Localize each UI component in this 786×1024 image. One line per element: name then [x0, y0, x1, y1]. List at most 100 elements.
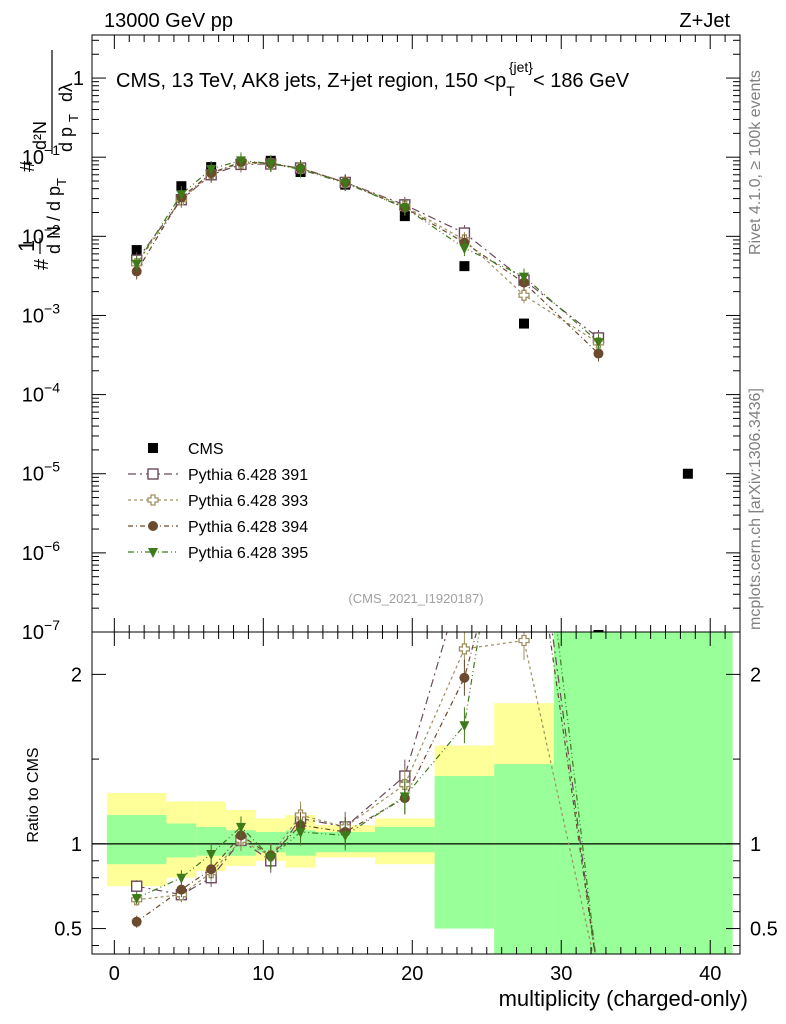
ratio-point: [206, 850, 217, 861]
header-left: 13000 GeV pp: [104, 10, 233, 32]
ratio-point: [459, 672, 470, 683]
ylabel-hash: #: [31, 258, 53, 270]
legend-marker: [148, 521, 158, 531]
legend-entry: Pythia 6.428 391: [128, 467, 308, 484]
y-tick-exponent: −6: [44, 538, 60, 554]
y-tick-base: 10: [22, 622, 44, 644]
x-tick-label: 10: [252, 963, 274, 985]
ylabel-d2N: d²N: [30, 121, 50, 150]
ratio-point: [131, 916, 142, 927]
y-tick-label: 10−3: [22, 300, 60, 327]
ylabel-T-2: T: [66, 114, 81, 122]
y-tick-exponent: −4: [44, 380, 60, 396]
legend-entry: Pythia 6.428 394: [128, 519, 308, 536]
ratio-point: [176, 884, 187, 895]
data-point: [593, 348, 604, 359]
legend-marker: [148, 548, 158, 558]
data-point: [519, 272, 529, 283]
ratio-point: [235, 822, 246, 833]
mcplots-note: mcplots.cern.ch [arXiv:1306.3436]: [747, 388, 764, 630]
series-line: [136, 162, 599, 344]
legend-label: Pythia 6.428 393: [188, 493, 308, 510]
main-plot-y-ticks: 110−110−210−310−410−510−610−7: [22, 35, 741, 644]
main-plot-panel: 110−110−210−310−410−510−610−7 CMS, 13 Te…: [14, 34, 741, 644]
ratio-point: [399, 792, 410, 803]
series-pythia-1: [130, 156, 605, 346]
x-tick-label: 0: [109, 963, 120, 985]
x-tick-label: 20: [401, 963, 423, 985]
y-tick-label: 10−5: [22, 459, 60, 486]
ratio-y-tick-label-right: 1: [750, 834, 761, 856]
data-point: [176, 181, 187, 192]
legend-label: Pythia 6.428 395: [188, 545, 308, 562]
data-point: [235, 156, 246, 167]
y-tick-label: 10−6: [22, 538, 60, 565]
ratio-plot-panel: 0.5 0.51 12 20 10 20 30 40 Ratio to CMS multipl…: [25, 631, 778, 1011]
data-point: [399, 203, 410, 214]
y-tick-exponent: −7: [44, 617, 60, 633]
y-tick-label: 1: [73, 68, 84, 90]
rivet-note: Rivet 4.1.0, ≥ 100k events: [747, 70, 764, 255]
x-tick-label: 30: [550, 963, 572, 985]
ratio-plot-ticks: 0.5 0.51 12 20 10 20 30 40: [54, 632, 778, 985]
ratio-point: [340, 831, 351, 842]
y-tick-label: 10−4: [22, 380, 60, 407]
ratio-point: [131, 894, 142, 905]
ratio-point: [130, 880, 143, 892]
ratio-point: [295, 827, 306, 838]
main-plot-frame: [91, 34, 741, 633]
main-plot-content: [130, 152, 693, 634]
data-point: [518, 289, 530, 301]
ratio-point: [518, 634, 530, 647]
ratio-series-4: [131, 632, 597, 954]
data-point: [206, 164, 217, 175]
uncertainty-band-inner: [553, 632, 733, 954]
y-tick-label: 10−2: [22, 221, 60, 248]
data-point: [340, 179, 351, 190]
data-point: [399, 211, 410, 222]
y-tick-base: 10: [22, 305, 44, 327]
y-tick-exponent: −2: [44, 221, 60, 237]
title-sub-T: T: [506, 83, 515, 99]
analysis-id: (CMS_2021_I1920187): [348, 591, 483, 606]
series-line: [136, 159, 599, 343]
ratio-y-tick-label: 1: [71, 834, 82, 856]
ratio-y-tick-label-right: 0.5: [750, 919, 778, 941]
ylabel-T-1: T: [54, 178, 69, 186]
y-tick-base: 10: [22, 226, 44, 248]
x-axis-label: multiplicity (charged-only): [499, 986, 748, 1011]
ylabel-dlambda: dλ: [56, 83, 76, 102]
legend: CMS Pythia 6.428 391 Pythia 6.428 393 Pythi…: [128, 441, 308, 562]
uncertainty-band-inner: [375, 826, 435, 853]
ratio-plot-content: [92, 632, 740, 954]
uncertainty-band-inner: [166, 823, 197, 858]
ylabel-dpT: d p: [56, 127, 76, 152]
data-point: [682, 468, 693, 479]
title-suffix: < 186 GeV: [533, 70, 630, 92]
ratio-point: [458, 643, 471, 655]
y-tick-exponent: −3: [44, 300, 60, 316]
data-point: [519, 318, 529, 329]
ratio-plot-frame: [91, 631, 741, 955]
ratio-point: [459, 721, 470, 732]
ratio-y-label: Ratio to CMS: [25, 747, 42, 842]
y-tick-base: 10: [22, 147, 44, 169]
y-tick-base: 10: [22, 385, 44, 407]
series-pythia-2: [131, 155, 605, 351]
header-right: Z+Jet: [679, 10, 730, 32]
title-sup-jet: {jet}: [509, 59, 533, 75]
series-line: [136, 163, 599, 339]
main-plot-title: CMS, 13 TeV, AK8 jets, Z+jet region, 150…: [116, 59, 630, 99]
x-tick-label: 40: [699, 963, 721, 985]
legend-marker: [147, 468, 159, 480]
ratio-clipped-area: [92, 632, 740, 954]
ratio-point: [206, 864, 217, 875]
y-tick-base: 10: [22, 543, 44, 565]
uncertainty-band-inner: [494, 764, 554, 954]
uncertainty-band-inner: [434, 776, 495, 929]
legend-marker: [147, 494, 159, 506]
data-point: [265, 159, 276, 170]
data-point: [131, 245, 142, 256]
ylabel-hash-2: #: [17, 160, 39, 172]
